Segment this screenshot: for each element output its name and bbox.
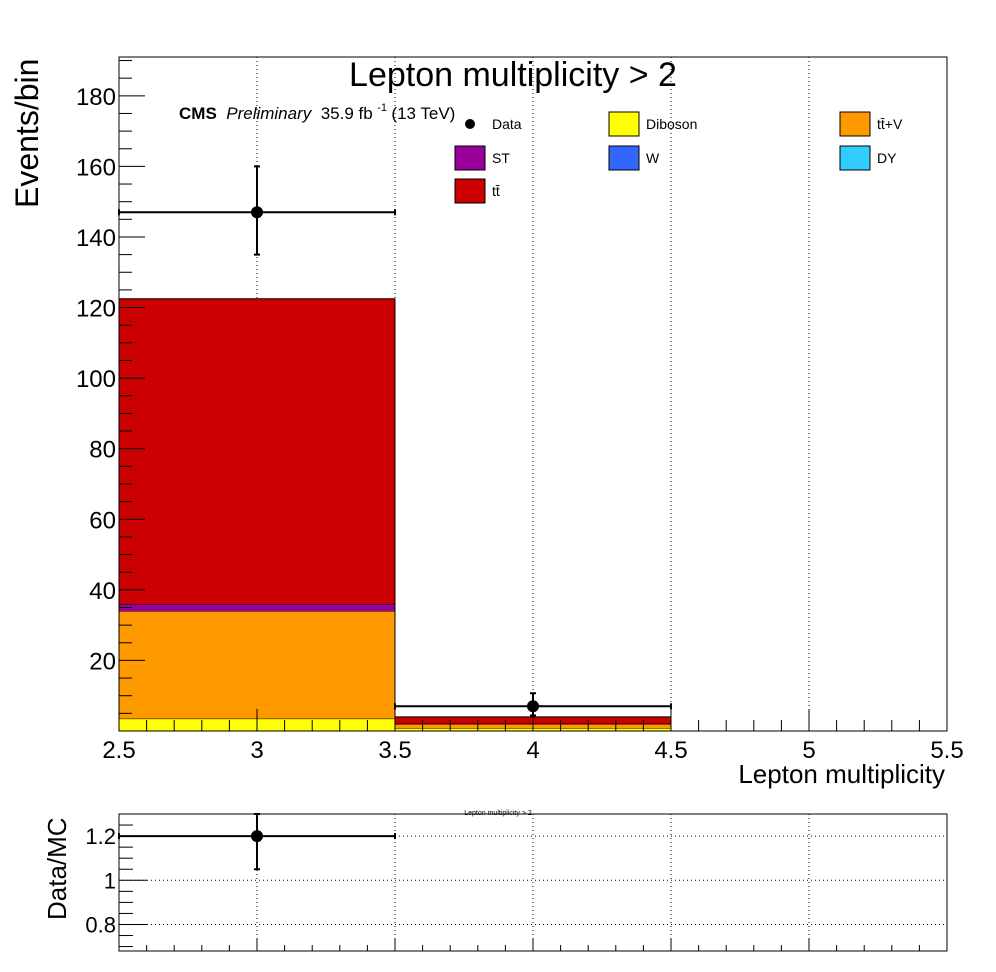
data-point bbox=[251, 206, 263, 219]
x-tick-label: 3.5 bbox=[378, 737, 411, 764]
lumi-text: 35.9 fb bbox=[321, 104, 373, 123]
y-tick-label: 20 bbox=[89, 648, 116, 675]
y-tick-label: 180 bbox=[76, 84, 116, 111]
x-tick-label: 5.5 bbox=[930, 737, 963, 764]
legend-swatch bbox=[454, 178, 486, 204]
legend-label: Diboson bbox=[646, 116, 697, 132]
x-tick-label: 5 bbox=[802, 737, 815, 764]
lumi-exponent: -1 bbox=[377, 102, 387, 114]
legend-label: W bbox=[646, 150, 660, 166]
y-tick-label: 100 bbox=[76, 366, 116, 393]
x-axis-title: Lepton multiplicity bbox=[738, 759, 945, 789]
main-title: Lepton multiplicity > 2 bbox=[349, 56, 677, 94]
main-axis-ticks: 2.5 3 3.5 4 4.5 5 5.5 20 40 60 80 100 120 140 160 180 bbox=[76, 60, 964, 764]
legend: Data Diboson tt̄+V ST W DY tt̄ bbox=[454, 111, 903, 204]
y-tick-label: 120 bbox=[76, 296, 116, 323]
cms-text: CMS bbox=[179, 104, 217, 123]
legend-label: tt̄+V bbox=[877, 116, 903, 132]
legend-swatch bbox=[608, 111, 640, 137]
ratio-y-axis-title: Data/MC bbox=[42, 817, 72, 920]
y-tick-label: 80 bbox=[89, 437, 116, 464]
data-points bbox=[118, 165, 672, 717]
x-tick-label: 3 bbox=[250, 737, 263, 764]
ratio-y-tick-label: 1 bbox=[104, 868, 116, 893]
legend-label: Data bbox=[492, 116, 522, 132]
x-tick-label: 4.5 bbox=[654, 737, 687, 764]
y-axis-title: Events/bin bbox=[9, 59, 45, 208]
legend-swatch bbox=[608, 145, 640, 171]
legend-swatch bbox=[454, 145, 486, 171]
bar-segment bbox=[119, 611, 395, 719]
y-tick-label: 60 bbox=[89, 507, 116, 534]
stacked-bars bbox=[119, 298, 672, 731]
y-tick-label: 40 bbox=[89, 578, 116, 605]
ratio-point bbox=[251, 830, 263, 843]
y-tick-label: 160 bbox=[76, 154, 116, 181]
cms-label: CMS Preliminary 35.9 fb -1 (13 TeV) bbox=[179, 98, 455, 123]
energy-text: (13 TeV) bbox=[391, 104, 455, 123]
legend-label: DY bbox=[877, 150, 897, 166]
legend-label: ST bbox=[492, 150, 510, 166]
ratio-axis-ticks: 0.8 1 1.2 bbox=[85, 813, 948, 951]
legend-data-marker bbox=[465, 119, 475, 129]
preliminary-text: Preliminary bbox=[226, 104, 313, 123]
legend-label: tt̄ bbox=[492, 183, 500, 199]
x-tick-label: 4 bbox=[526, 737, 539, 764]
legend-swatch bbox=[839, 111, 871, 137]
legend-swatch bbox=[839, 145, 871, 171]
y-tick-label: 140 bbox=[76, 225, 116, 252]
ratio-points bbox=[118, 813, 396, 871]
ratio-grid bbox=[119, 814, 947, 951]
x-tick-label: 2.5 bbox=[102, 737, 135, 764]
bar-segment bbox=[119, 298, 395, 604]
data-point bbox=[527, 700, 539, 713]
ratio-y-tick-label: 0.8 bbox=[85, 912, 116, 937]
ratio-small-title: Lepton multiplicity > 2 bbox=[464, 810, 532, 817]
ratio-y-tick-label: 1.2 bbox=[85, 824, 116, 849]
bar-segment bbox=[119, 603, 395, 612]
